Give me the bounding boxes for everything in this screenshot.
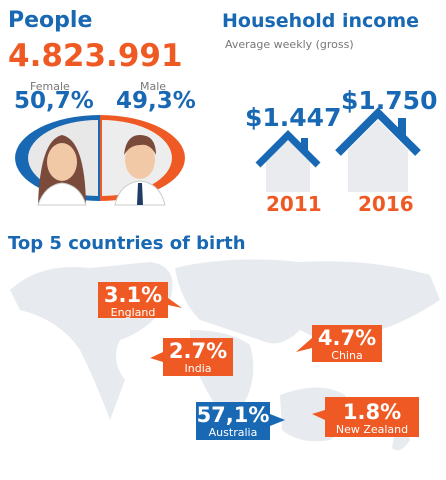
gender-share: 50,7%: [14, 88, 94, 114]
house-icon: [335, 107, 421, 192]
gender-icon: [15, 115, 185, 206]
country-name: New Zealand: [335, 423, 409, 436]
gender-label: Female: [30, 80, 70, 93]
country-share: 3.1%: [103, 283, 163, 307]
country-name: India: [184, 362, 212, 375]
section-title: Household income: [222, 10, 420, 32]
section-title: People: [8, 8, 93, 33]
income-amount: $1.447: [245, 103, 342, 132]
country-callout: 2.7% India: [163, 338, 233, 375]
country-callout: 1.8% New Zealand: [325, 399, 419, 436]
section-subtitle: Average weekly (gross): [225, 38, 354, 51]
country-share: 2.7%: [168, 339, 228, 363]
country-callout: 57,1% Australia: [196, 402, 270, 439]
section-title: Top 5 countries of birth: [8, 233, 246, 254]
country-name: Australia: [208, 426, 258, 439]
country-name: China: [331, 349, 363, 362]
gender-share: 49,3%: [116, 88, 196, 114]
country-name: England: [110, 306, 156, 319]
population-total: 4.823.991: [8, 38, 183, 74]
country-callout: 3.1% England: [98, 282, 168, 319]
income-year: 2011: [266, 192, 322, 216]
gender-label: Male: [140, 80, 167, 93]
country-callout: 4.7% China: [312, 325, 382, 362]
income-amount: $1.750: [341, 86, 438, 115]
callout-boxes: [98, 282, 419, 440]
income-year: 2016: [358, 192, 414, 216]
country-share: 57,1%: [196, 403, 270, 427]
country-share: 1.8%: [342, 400, 402, 424]
country-share: 4.7%: [317, 326, 377, 350]
house-icon: [255, 130, 321, 192]
